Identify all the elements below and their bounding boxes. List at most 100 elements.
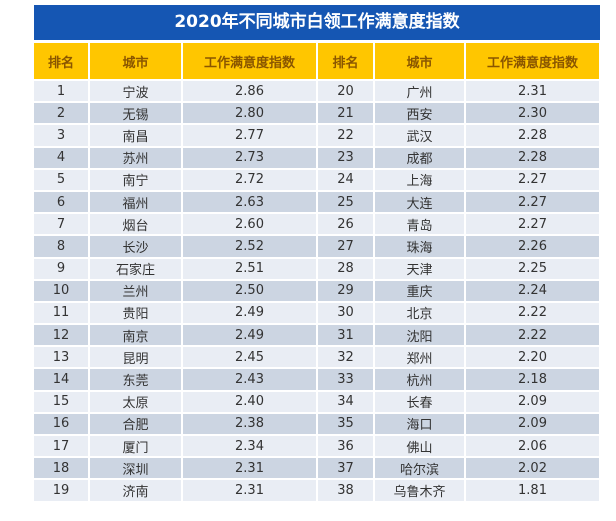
table-row: 5 南宁 2.72 24 上海 2.27 — [34, 168, 601, 192]
city-cell: 上海 — [374, 168, 466, 192]
table-row: 15 太原 2.40 34 长春 2.09 — [34, 390, 601, 414]
rank-cell: 28 — [317, 257, 375, 281]
index-cell: 2.02 — [465, 457, 601, 481]
rank-cell: 2 — [34, 102, 90, 126]
rank-cell: 21 — [317, 102, 375, 126]
city-cell: 深圳 — [89, 457, 183, 481]
rank-cell: 9 — [34, 257, 90, 281]
city-cell: 烟台 — [89, 213, 183, 237]
city-cell: 合肥 — [89, 412, 183, 437]
index-cell: 2.27 — [465, 213, 601, 237]
rank-cell: 13 — [34, 346, 90, 370]
index-cell: 2.31 — [465, 80, 601, 104]
rank-cell: 36 — [317, 435, 375, 459]
city-cell: 长沙 — [89, 235, 183, 259]
city-cell: 佛山 — [374, 435, 466, 459]
rank-cell: 35 — [317, 412, 375, 437]
header-index: 工作满意度指数 — [182, 43, 318, 81]
table-row: 11 贵阳 2.49 30 北京 2.22 — [34, 301, 601, 326]
city-cell: 苏州 — [89, 146, 183, 170]
city-cell: 南京 — [89, 324, 183, 348]
city-cell: 南宁 — [89, 168, 183, 192]
index-cell: 2.30 — [465, 102, 601, 126]
rank-cell: 15 — [34, 390, 90, 414]
header-city: 城市 — [89, 43, 183, 81]
index-cell: 2.31 — [182, 457, 318, 481]
rank-cell: 33 — [317, 368, 375, 392]
city-cell: 北京 — [374, 301, 466, 326]
rank-cell: 17 — [34, 435, 90, 459]
index-cell: 1.81 — [465, 479, 601, 503]
index-cell: 2.26 — [465, 235, 601, 259]
index-cell: 2.09 — [465, 412, 601, 437]
city-cell: 杭州 — [374, 368, 466, 392]
table-row: 19 济南 2.31 38 乌鲁木齐 1.81 — [34, 479, 601, 503]
table-row: 1 宁波 2.86 20 广州 2.31 — [34, 80, 601, 104]
table-row: 9 石家庄 2.51 28 天津 2.25 — [34, 257, 601, 281]
index-cell: 2.18 — [465, 368, 601, 392]
rank-cell: 11 — [34, 301, 90, 326]
rank-cell: 23 — [317, 146, 375, 170]
table-row: 16 合肥 2.38 35 海口 2.09 — [34, 412, 601, 437]
index-cell: 2.27 — [465, 190, 601, 215]
index-cell: 2.52 — [182, 235, 318, 259]
city-cell: 武汉 — [374, 124, 466, 148]
index-cell: 2.63 — [182, 190, 318, 215]
rank-cell: 1 — [34, 80, 90, 104]
city-cell: 兰州 — [89, 279, 183, 303]
city-cell: 厦门 — [89, 435, 183, 459]
table-title: 2020年不同城市白领工作满意度指数 — [34, 5, 600, 43]
header-row: 排名 城市 工作满意度指数 排名 城市 工作满意度指数 — [34, 43, 601, 81]
index-cell: 2.09 — [465, 390, 601, 414]
table-row: 13 昆明 2.45 32 郑州 2.20 — [34, 346, 601, 370]
index-cell: 2.20 — [465, 346, 601, 370]
rank-cell: 37 — [317, 457, 375, 481]
index-cell: 2.51 — [182, 257, 318, 281]
table-row: 2 无锡 2.80 21 西安 2.30 — [34, 102, 601, 126]
index-cell: 2.22 — [465, 301, 601, 326]
rank-cell: 24 — [317, 168, 375, 192]
rank-cell: 7 — [34, 213, 90, 237]
rank-cell: 34 — [317, 390, 375, 414]
city-cell: 石家庄 — [89, 257, 183, 281]
rank-cell: 27 — [317, 235, 375, 259]
index-cell: 2.28 — [465, 124, 601, 148]
city-cell: 东莞 — [89, 368, 183, 392]
city-cell: 沈阳 — [374, 324, 466, 348]
city-cell: 长春 — [374, 390, 466, 414]
city-cell: 贵阳 — [89, 301, 183, 326]
index-cell: 2.25 — [465, 257, 601, 281]
index-cell: 2.80 — [182, 102, 318, 126]
rank-cell: 6 — [34, 190, 90, 215]
city-cell: 重庆 — [374, 279, 466, 303]
table-row: 17 厦门 2.34 36 佛山 2.06 — [34, 435, 601, 459]
city-cell: 青岛 — [374, 213, 466, 237]
rank-cell: 20 — [317, 80, 375, 104]
header-rank: 排名 — [34, 43, 90, 81]
rank-cell: 16 — [34, 412, 90, 437]
city-cell: 宁波 — [89, 80, 183, 104]
table-row: 3 南昌 2.77 22 武汉 2.28 — [34, 124, 601, 148]
index-cell: 2.49 — [182, 324, 318, 348]
index-cell: 2.27 — [465, 168, 601, 192]
index-cell: 2.77 — [182, 124, 318, 148]
rank-cell: 10 — [34, 279, 90, 303]
rank-cell: 3 — [34, 124, 90, 148]
rank-cell: 29 — [317, 279, 375, 303]
index-cell: 2.28 — [465, 146, 601, 170]
index-cell: 2.31 — [182, 479, 318, 503]
city-cell: 无锡 — [89, 102, 183, 126]
index-cell: 2.45 — [182, 346, 318, 370]
rank-cell: 12 — [34, 324, 90, 348]
city-cell: 福州 — [89, 190, 183, 215]
city-cell: 南昌 — [89, 124, 183, 148]
rank-cell: 18 — [34, 457, 90, 481]
table-row: 6 福州 2.63 25 大连 2.27 — [34, 190, 601, 215]
index-cell: 2.22 — [465, 324, 601, 348]
table-row: 10 兰州 2.50 29 重庆 2.24 — [34, 279, 601, 303]
rank-cell: 25 — [317, 190, 375, 215]
city-cell: 成都 — [374, 146, 466, 170]
city-cell: 大连 — [374, 190, 466, 215]
index-cell: 2.72 — [182, 168, 318, 192]
index-cell: 2.24 — [465, 279, 601, 303]
